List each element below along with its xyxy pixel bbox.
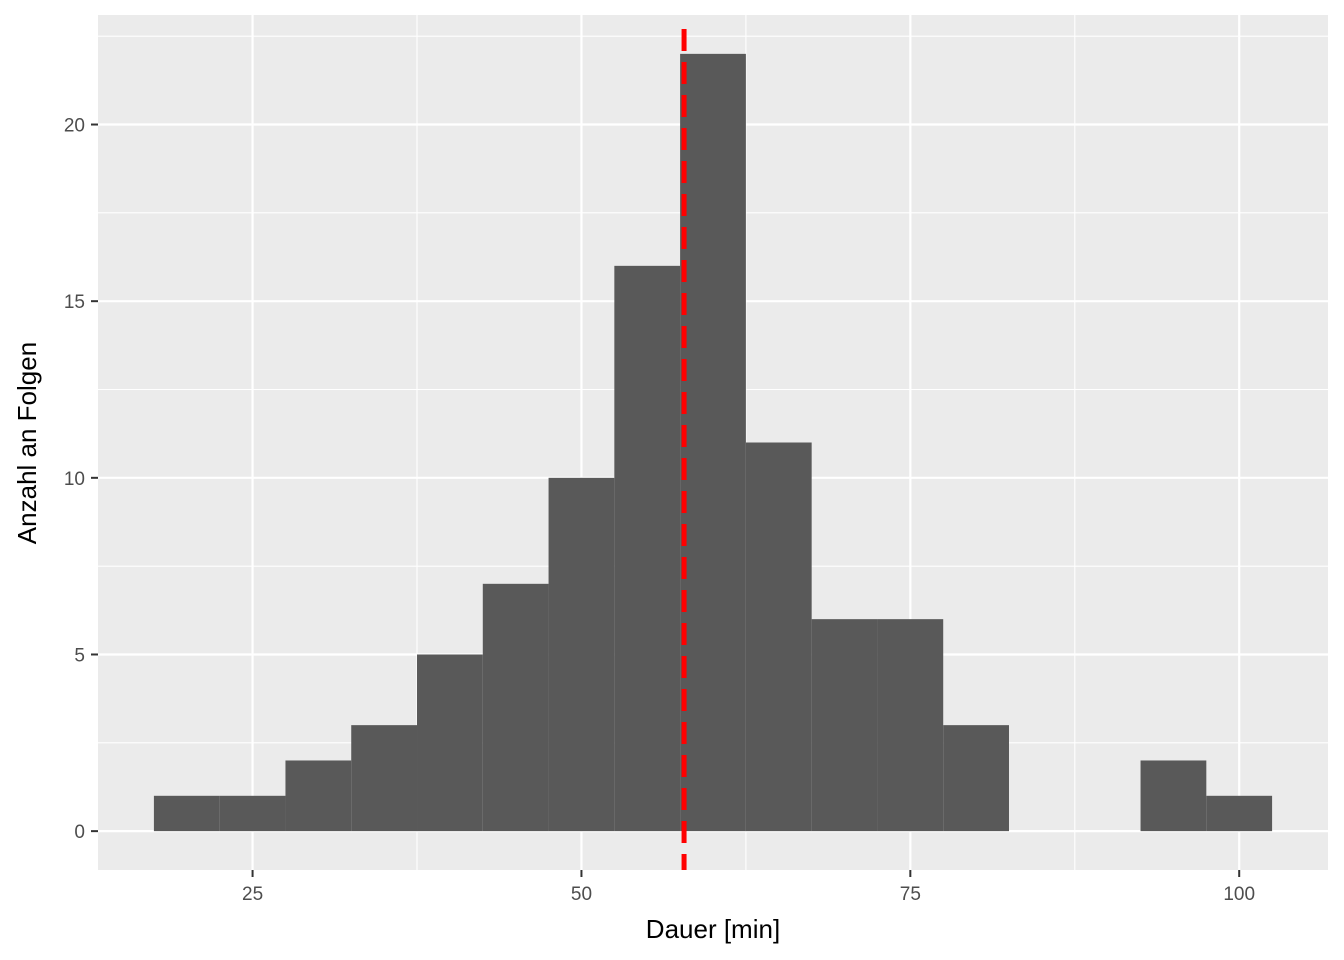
y-tick-label: 20 [64,116,85,137]
histogram-bar [1206,795,1273,832]
histogram-bar [811,619,878,832]
x-tick-label: 75 [900,884,921,905]
y-tick-label: 5 [74,645,85,666]
y-axis: 0 5 10 15 20 [64,116,98,843]
histogram-bar [877,619,944,832]
y-tick-label: 10 [64,469,85,490]
histogram-bar [153,795,220,832]
histogram-bar [548,477,615,832]
histogram-bar [680,53,746,832]
histogram-bar [745,442,812,832]
histogram-bars [153,53,1273,832]
x-axis: 25 50 75 100 [242,870,1255,905]
histogram-bar [482,583,549,832]
histogram-bar [285,760,352,832]
y-tick-label: 0 [74,822,85,843]
y-axis-title: Anzahl an Folgen [12,342,42,544]
x-tick-label: 100 [1223,884,1255,905]
histogram-bar [417,654,483,832]
x-tick-label: 50 [571,884,592,905]
y-tick-label: 15 [64,292,85,313]
histogram-bar [943,725,1009,832]
histogram-bar [614,265,681,832]
histogram-bar [351,725,418,832]
x-tick-label: 25 [242,884,263,905]
histogram-bar [219,795,286,832]
x-axis-title: Dauer [min] [646,914,780,944]
histogram-bar [1140,760,1207,832]
